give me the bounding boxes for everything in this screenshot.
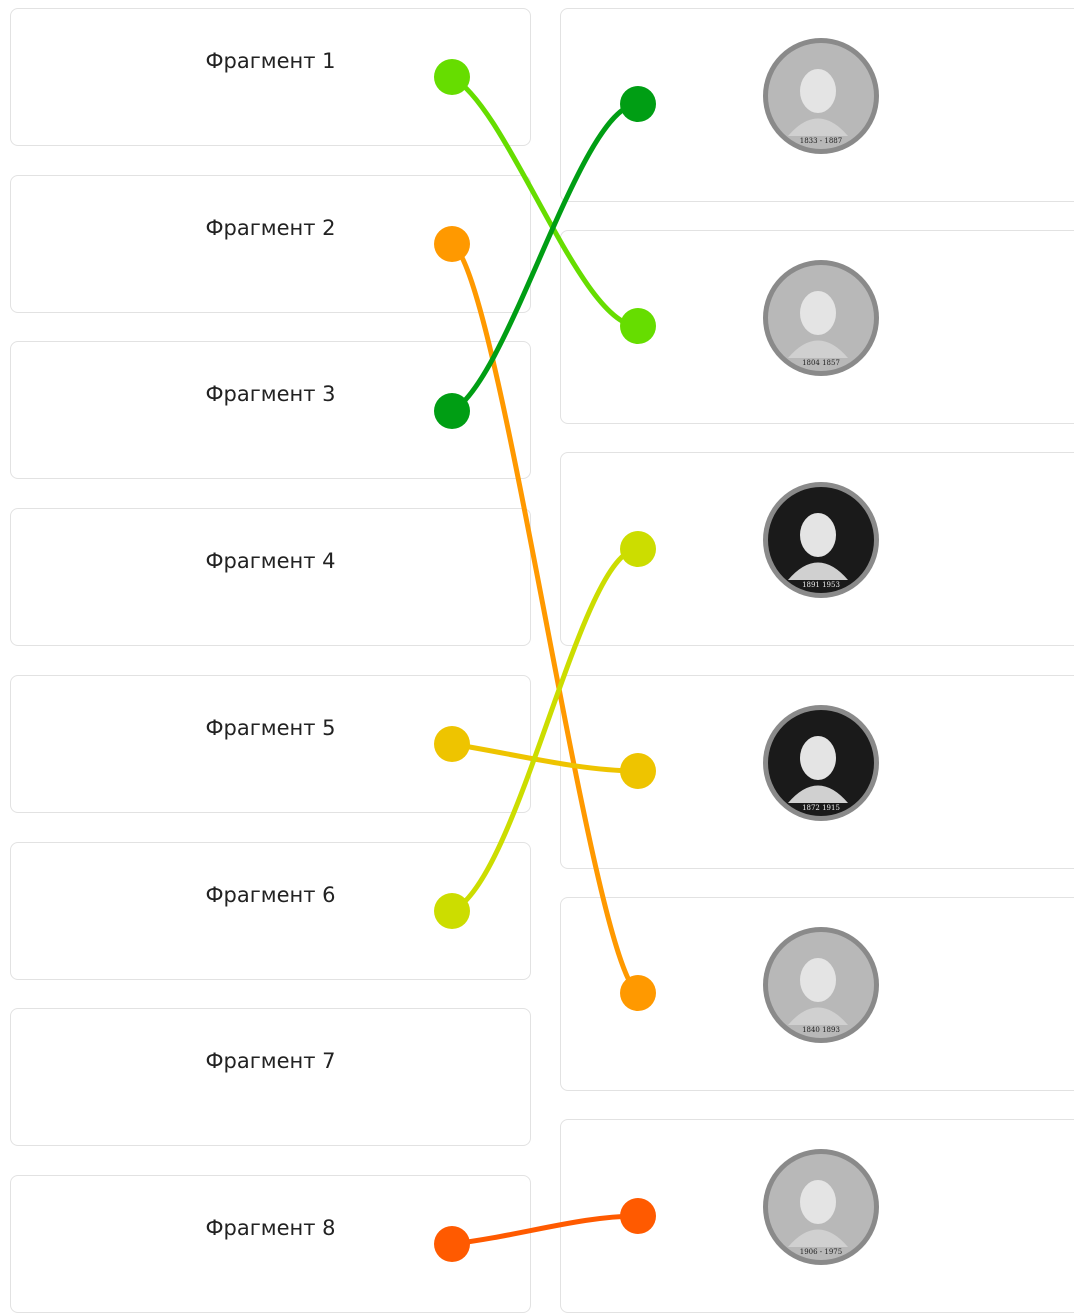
dot[interactable]: [434, 59, 470, 95]
dot[interactable]: [620, 308, 656, 344]
link: [452, 1216, 638, 1244]
dot[interactable]: [620, 531, 656, 567]
dot[interactable]: [620, 753, 656, 789]
dot[interactable]: [434, 726, 470, 762]
matching-task: Фрагмент 1Фрагмент 2Фрагмент 3Фрагмент 4…: [0, 0, 1074, 1311]
connections: [0, 0, 1074, 1311]
dot[interactable]: [620, 1198, 656, 1234]
link: [452, 77, 638, 326]
dot[interactable]: [620, 86, 656, 122]
dot[interactable]: [620, 975, 656, 1011]
link: [452, 744, 638, 771]
dot[interactable]: [434, 1226, 470, 1262]
dot[interactable]: [434, 893, 470, 929]
link: [452, 104, 638, 411]
dot[interactable]: [434, 393, 470, 429]
dot[interactable]: [434, 226, 470, 262]
